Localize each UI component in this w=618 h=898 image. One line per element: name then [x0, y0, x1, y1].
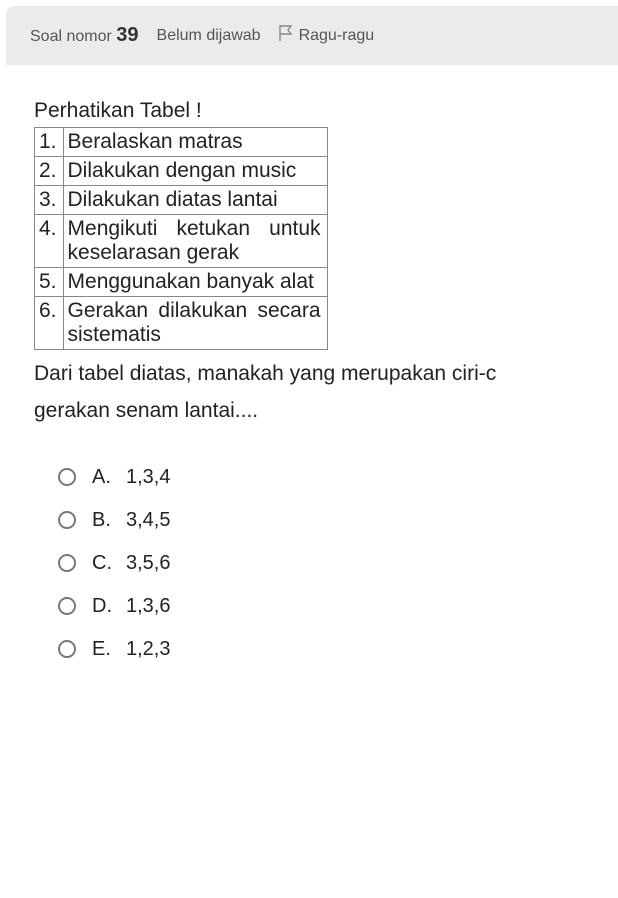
radio-icon [58, 554, 76, 572]
question-label: Soal nomor 39 [30, 24, 139, 47]
option-text: 1,2,3 [126, 638, 170, 661]
table-row-number: 6. [35, 297, 64, 350]
question-label-prefix: Soal nomor [30, 28, 116, 45]
flag-toggle[interactable]: Ragu-ragu [279, 25, 375, 46]
option-letter: C. [92, 552, 126, 575]
table-row-number: 2. [35, 157, 64, 186]
option-d[interactable]: D.1,3,6 [58, 595, 594, 618]
option-text: 3,4,5 [126, 509, 170, 532]
table-row: 6.Gerakan dilakukan secara sistematis [35, 297, 328, 350]
option-text: 1,3,4 [126, 466, 170, 489]
table-row: 1.Beralaskan matras [35, 128, 328, 157]
table-row-text: Gerakan dilakukan secara sistematis [63, 297, 327, 350]
answer-status: Belum dijawab [157, 27, 261, 45]
prompt-line-1: Dari tabel diatas, manakah yang merupaka… [34, 362, 496, 385]
option-b[interactable]: B.3,4,5 [58, 509, 594, 532]
table-row-number: 4. [35, 215, 64, 268]
table-row-text: Dilakukan dengan music [63, 157, 327, 186]
table-row: 2.Dilakukan dengan music [35, 157, 328, 186]
question-content: Perhatikan Tabel ! 1.Beralaskan matras2.… [6, 71, 618, 691]
option-text: 1,3,6 [126, 595, 170, 618]
table-row-text: Beralaskan matras [63, 128, 327, 157]
table-row-text: Menggunakan banyak alat [63, 268, 327, 297]
table-row-text: Mengikuti ketukan untuk keselarasan gera… [63, 215, 327, 268]
option-c[interactable]: C.3,5,6 [58, 552, 594, 575]
question-number: 39 [116, 24, 138, 46]
flag-icon [279, 25, 293, 46]
question-table: 1.Beralaskan matras2.Dilakukan dengan mu… [34, 127, 328, 350]
radio-icon [58, 640, 76, 658]
option-letter: E. [92, 638, 126, 661]
table-row-number: 1. [35, 128, 64, 157]
radio-icon [58, 597, 76, 615]
radio-icon [58, 511, 76, 529]
question-prompt: Dari tabel diatas, manakah yang merupaka… [34, 356, 594, 430]
option-e[interactable]: E.1,2,3 [58, 638, 594, 661]
table-row: 5.Menggunakan banyak alat [35, 268, 328, 297]
options-list: A.1,3,4B.3,4,5C.3,5,6D.1,3,6E.1,2,3 [34, 466, 594, 661]
table-row: 3.Dilakukan diatas lantai [35, 186, 328, 215]
option-a[interactable]: A.1,3,4 [58, 466, 594, 489]
table-row-text: Dilakukan diatas lantai [63, 186, 327, 215]
question-header: Soal nomor 39 Belum dijawab Ragu-ragu [6, 6, 618, 65]
table-row: 4.Mengikuti ketukan untuk keselarasan ge… [35, 215, 328, 268]
instruction-text: Perhatikan Tabel ! [34, 99, 594, 123]
option-letter: B. [92, 509, 126, 532]
option-letter: A. [92, 466, 126, 489]
table-row-number: 3. [35, 186, 64, 215]
prompt-line-2: gerakan senam lantai.... [34, 399, 258, 422]
flag-label: Ragu-ragu [299, 27, 375, 45]
option-letter: D. [92, 595, 126, 618]
table-row-number: 5. [35, 268, 64, 297]
radio-icon [58, 468, 76, 486]
option-text: 3,5,6 [126, 552, 170, 575]
